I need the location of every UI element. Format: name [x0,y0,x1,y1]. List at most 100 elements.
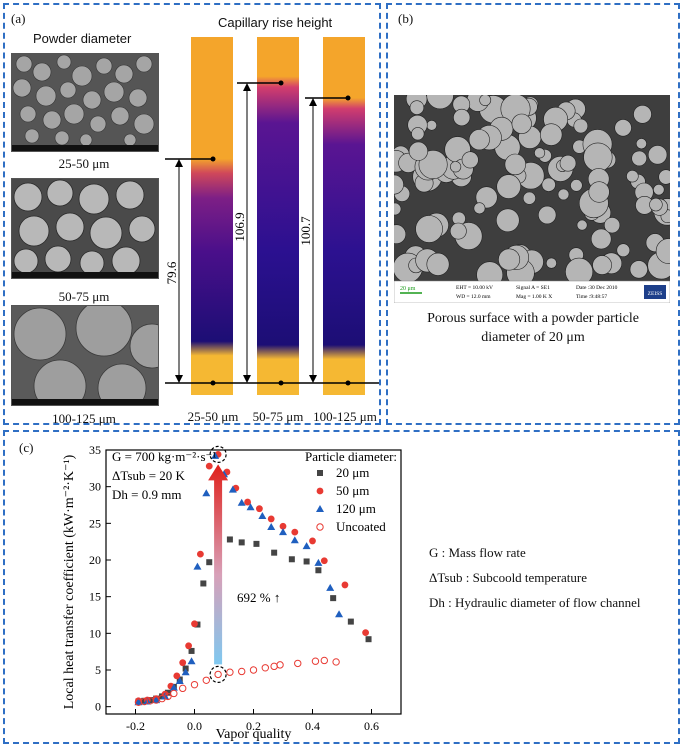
chart-marks [134,451,372,706]
height-label-3: 100.7 [298,216,313,246]
condition-dh: Dh = 0.9 mm [112,487,181,502]
sem-image-25-50 [11,53,159,152]
panel-c-label: (c) [19,440,34,455]
condition-tsub: ΔTsub = 20 K [112,468,186,483]
sem-particle [631,150,647,167]
panel-b-caption-line1: Porous surface with a powder particle [427,311,639,326]
data-point [202,489,211,497]
data-point [228,485,237,493]
data-point [244,498,252,506]
data-point [258,512,267,519]
sem-caption-2: 50-75 μm [58,289,110,304]
sem-mag: Mag = 1.00 K X [516,294,552,300]
data-point [330,595,337,602]
panel-b-caption-line2: diameter of 20 μm [481,330,585,345]
data-point [290,536,299,544]
series-1 [135,536,372,705]
sem-particle [655,238,670,264]
sem-particle [511,113,532,134]
sem-particle [649,197,663,212]
data-point [159,693,166,700]
sem-particle [468,129,490,151]
data-point [302,542,311,550]
y-tick-label: 35 [89,443,101,457]
data-point [170,689,178,698]
capillary-height-markers: 79.6 106.9 100.7 [164,80,379,386]
capillary-rise-title: Capillary rise height [218,15,333,30]
data-point [347,618,354,625]
sem-particle [538,205,557,225]
data-point [191,620,198,628]
data-point [190,680,199,689]
data-point [214,670,222,679]
data-point [303,558,310,565]
sem-particle [573,118,589,134]
sem-particle [449,161,462,173]
data-point [185,642,193,650]
panel-b: (b) 20 μm EHT = 10.00 kV WD = 12.0 mm Si… [386,3,680,425]
sem-image-20um: 20 μm EHT = 10.00 kV WD = 12.0 mm Signal… [394,95,670,303]
y-axis-label: Local heat transfer coefficient (kW·m⁻²·… [62,454,77,709]
sem-particles-medium [12,179,158,278]
sem-particle [570,179,583,192]
data-point [341,581,349,589]
legend-label: 20 μm [336,465,369,480]
sem-particles-small [12,54,158,151]
sem-particle [653,183,665,196]
data-point [134,698,143,706]
sem-caption-1: 25-50 μm [58,156,110,171]
sem-particle [394,202,402,216]
sem-time: Time :9:48:57 [576,294,607,300]
data-point [226,536,233,543]
sem-particle [461,151,479,169]
condition-g: G = 700 kg·m⁻²·s⁻¹ [112,449,216,464]
panel-a-label: (a) [11,11,26,26]
data-point [169,683,178,691]
tube-caption-2: 50-75 μm [252,409,304,424]
data-point [279,528,287,536]
definition-g: G : Mass flow rate [429,545,526,560]
legend-marker [316,523,324,531]
sem-caption-3: 100-125 μm [52,411,116,426]
data-point [320,656,328,665]
sem-particle [559,154,577,172]
sem-particle [534,147,546,159]
data-point [206,559,213,566]
data-point [279,522,287,530]
data-point [288,556,295,563]
y-tick-label: 20 [89,553,101,567]
sem-particle [426,252,450,276]
data-point [320,557,328,565]
panel-a: (a) Powder diameter Capillary rise heigh… [3,3,381,426]
data-point [294,659,302,668]
sem-particle [498,248,521,271]
sem-particle [576,219,588,231]
sem-particle [616,243,631,257]
height-label-2: 106.9 [232,212,247,241]
data-point [173,672,181,680]
legend-label: 120 μm [336,501,376,516]
capillary-tube-100-125 [323,37,365,395]
sem-particle [522,191,536,205]
capillary-tube-50-75 [257,37,299,395]
data-point [193,562,202,570]
heat-transfer-chart: -0.2 0.0 0.2 0.4 0.6 0 5 10 15 20 25 30 35 Vapor qual… [62,443,402,742]
x-tick-label: 0.0 [187,719,202,733]
data-point [267,523,276,530]
sem-particle [583,142,613,172]
sem-particle [426,119,438,131]
sem-image-100-125 [11,305,159,406]
y-tick-label: 5 [95,663,101,677]
panel-b-label: (b) [398,11,414,26]
sem-particle [545,257,557,269]
enhancement-label: 692 % ↑ [237,590,280,605]
data-point [335,610,344,618]
data-point [249,666,258,674]
data-point [211,451,220,459]
sem-particle [614,119,632,137]
data-point [179,659,187,667]
sem-particle [411,127,425,141]
x-tick-label: 0.2 [246,719,261,733]
data-point [164,692,172,701]
sem-particle [635,138,647,150]
